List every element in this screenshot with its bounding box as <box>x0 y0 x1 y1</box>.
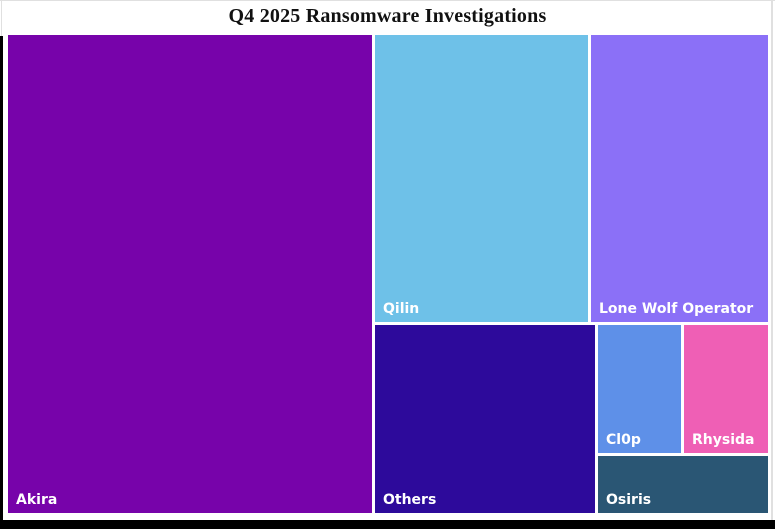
treemap-tile-label: Akira <box>16 492 58 508</box>
treemap-tile-cl0p: Cl0p <box>598 325 681 453</box>
treemap-tile-rhysida: Rhysida <box>684 325 768 453</box>
treemap-tile-label: Osiris <box>606 492 652 508</box>
treemap-tile-label: Cl0p <box>606 432 641 448</box>
chart-title: Q4 2025 Ransomware Investigations <box>228 5 547 27</box>
treemap-tile-akira: Akira <box>8 35 372 513</box>
treemap-tile-label: Others <box>383 492 437 508</box>
window-edge-right <box>771 0 773 529</box>
window-border-left <box>0 36 3 529</box>
treemap-tile-osiris: Osiris <box>598 456 768 513</box>
treemap-tile-label: Lone Wolf Operator <box>599 301 754 317</box>
treemap-tile-label: Rhysida <box>692 432 755 448</box>
treemap-tile-lone-wolf-operator: Lone Wolf Operator <box>591 35 768 322</box>
treemap-tile-qilin: Qilin <box>375 35 588 322</box>
window-edge-top <box>0 0 775 1</box>
treemap-tile-others: Others <box>375 325 595 513</box>
window-border-bottom <box>0 520 775 529</box>
treemap-tile-label: Qilin <box>383 301 420 317</box>
